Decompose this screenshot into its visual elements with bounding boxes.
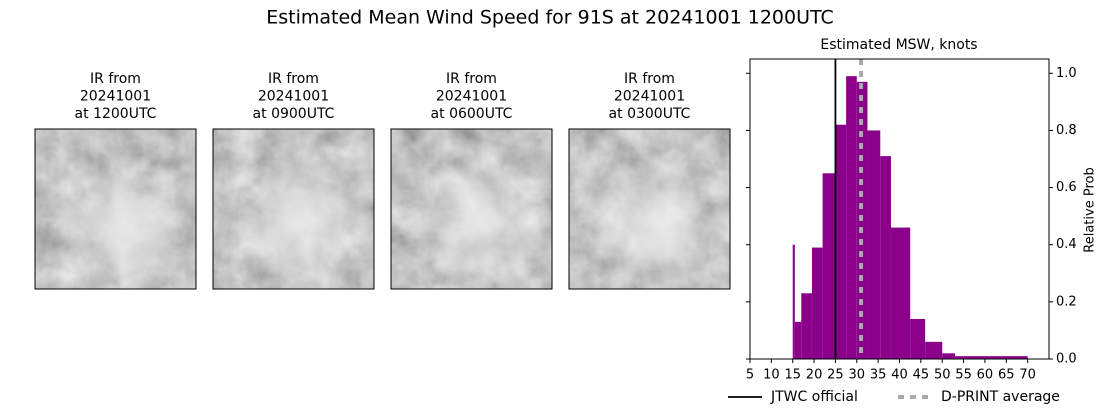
chart-subtitle: Estimated MSW, knots xyxy=(820,37,977,53)
panel-title: IR from xyxy=(624,71,675,87)
bar xyxy=(822,173,836,359)
x-tick-label: 20 xyxy=(806,368,823,383)
y-tick-label: 0.4 xyxy=(1056,237,1077,252)
bar xyxy=(942,353,956,359)
y-tick-label: 1.0 xyxy=(1056,66,1077,81)
bar xyxy=(867,130,881,359)
plot-area: 5 10 15 20 25 30 35 40 45 50 55 60 65 70 0.0 0.2 0.4 0.6 0… xyxy=(746,58,1077,383)
legend: JTWC official D-PRINT average xyxy=(728,389,1060,405)
x-tick-label: 45 xyxy=(913,368,930,383)
panel-title: IR from xyxy=(90,71,141,87)
bar xyxy=(925,341,943,359)
bar xyxy=(794,321,802,359)
x-tick-label: 30 xyxy=(849,368,866,383)
y-tick-label: 0.2 xyxy=(1056,294,1077,309)
panel-title: 20241001 xyxy=(436,89,507,105)
panel-title: at 1200UTC xyxy=(75,106,157,122)
figure-title: Estimated Mean Wind Speed for 91S at 202… xyxy=(266,7,834,29)
panel-title: IR from xyxy=(268,71,319,87)
bar xyxy=(792,244,795,359)
ir-frame xyxy=(34,128,197,290)
x-tick-label: 50 xyxy=(934,368,951,383)
x-tick-label: 70 xyxy=(1019,368,1036,383)
y-tick-label: 0.0 xyxy=(1056,352,1077,367)
ir-frame xyxy=(212,128,375,290)
panel-title: at 0600UTC xyxy=(431,106,513,122)
ir-frame xyxy=(568,128,731,290)
x-tick-label: 40 xyxy=(891,368,908,383)
bar xyxy=(801,293,812,359)
x-tick-label: 60 xyxy=(977,368,994,383)
bar xyxy=(835,124,847,359)
bar xyxy=(846,76,857,360)
y-tick-label: 0.8 xyxy=(1056,123,1077,138)
legend-label: D-PRINT average xyxy=(941,389,1060,405)
x-tick-label: 10 xyxy=(763,368,780,383)
panel-title: at 0300UTC xyxy=(609,106,691,122)
bar xyxy=(910,319,926,359)
panel-title: at 0900UTC xyxy=(253,106,335,122)
x-tick-label: 55 xyxy=(955,368,972,383)
bar xyxy=(890,227,911,359)
y-tick-label: 0.6 xyxy=(1056,180,1077,195)
x-tick-label: 65 xyxy=(998,368,1015,383)
x-tick-label: 25 xyxy=(827,368,844,383)
legend-label: JTWC official xyxy=(770,389,858,405)
panel-title: 20241001 xyxy=(614,89,685,105)
panel-title: 20241001 xyxy=(258,89,329,105)
bar xyxy=(811,247,823,359)
ir-core xyxy=(213,129,374,289)
ir-core xyxy=(35,129,196,289)
ir-core xyxy=(391,129,552,289)
panel-title: 20241001 xyxy=(80,89,151,105)
x-tick-label: 15 xyxy=(784,368,801,383)
x-tick-label: 5 xyxy=(746,368,754,383)
x-tick-label: 35 xyxy=(870,368,887,383)
panel-title: IR from xyxy=(446,71,497,87)
ir-core xyxy=(569,129,730,289)
bar xyxy=(955,356,1028,359)
ir-frame xyxy=(390,128,553,290)
y-axis-label: Relative Prob xyxy=(1083,167,1098,252)
bar xyxy=(880,156,891,359)
